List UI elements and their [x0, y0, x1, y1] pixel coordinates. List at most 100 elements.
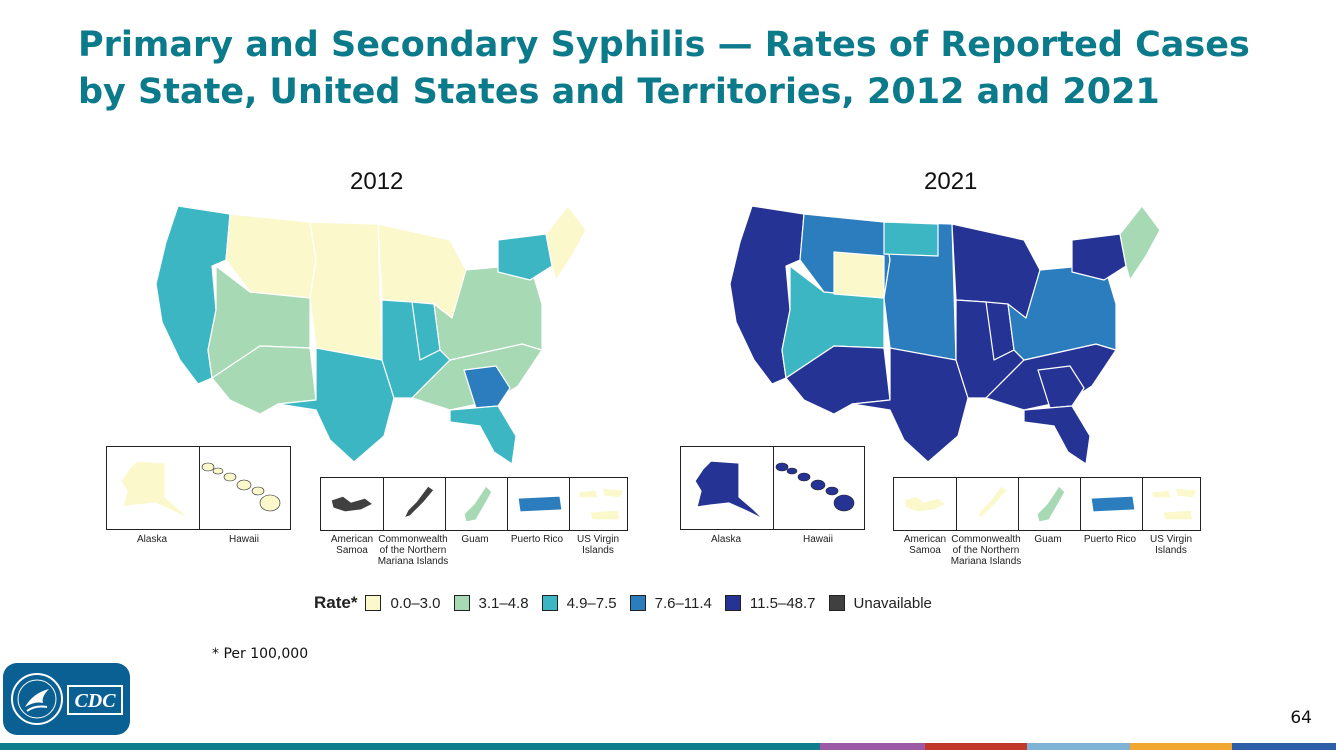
hawaii-island — [201, 462, 215, 472]
puerto-rico-shape — [1090, 495, 1136, 513]
caption-guam: Guam — [461, 534, 489, 545]
legend-label: 0.0–3.0 — [390, 594, 441, 612]
cnmi-shape — [403, 485, 435, 519]
legend-label: Unavailable — [853, 594, 932, 612]
hawaii-island — [212, 467, 224, 475]
footnote: * Per 100,000 — [212, 646, 309, 662]
caption-puerto-rico: Puerto Rico — [1083, 534, 1137, 545]
hawaii-shape — [201, 462, 281, 512]
alaska-hawaii-inset-2012 — [106, 446, 291, 530]
region-plains — [309, 221, 383, 361]
hawaii-island — [259, 494, 281, 512]
american-samoa-shape — [903, 495, 947, 513]
american-samoa-islands — [330, 495, 374, 513]
guam-island — [1036, 485, 1066, 523]
legend-item: 4.9–7.5 — [541, 594, 617, 612]
cnmi-shape — [976, 485, 1008, 519]
guam-shape — [463, 485, 493, 523]
region-georgia — [463, 365, 511, 409]
bar-segment — [925, 743, 1027, 750]
caption-hawaii: Hawaii — [802, 534, 833, 545]
caption-alaska: Alaska — [710, 534, 741, 545]
american-samoa-islands — [903, 495, 947, 513]
us-map-2021 — [729, 205, 1161, 465]
bar-segment — [0, 743, 820, 750]
caption-american-samoa: American Samoa — [903, 534, 947, 556]
puerto-rico-island — [1090, 495, 1136, 513]
caption-cnmi: Commonwealth of the Northern Mariana Isl… — [950, 534, 1022, 567]
hawaii-island — [797, 472, 811, 482]
page-number: 64 — [1290, 708, 1312, 728]
legend-swatch — [541, 595, 558, 611]
alaska-state — [120, 460, 190, 520]
hawaii-shape — [775, 462, 855, 512]
legend-title: Rate* — [314, 593, 358, 612]
cnmi-islands — [976, 485, 1008, 519]
hawaii-island — [833, 494, 855, 512]
alaska-hawaii-inset-2021 — [680, 446, 865, 530]
legend-item: 11.5–48.7 — [724, 594, 816, 612]
region-florida — [449, 405, 517, 465]
hawaii-island — [251, 486, 265, 496]
alaska-shape — [120, 460, 190, 520]
territories-inset-2012 — [320, 477, 628, 531]
cdc-logo: CDC — [3, 663, 130, 735]
hawaii-island — [775, 462, 789, 472]
usvi-shape — [577, 487, 625, 521]
cnmi-islands — [403, 485, 435, 519]
hawaii-island — [786, 467, 798, 475]
alaska-state — [694, 460, 764, 520]
region-north-dakota — [883, 221, 939, 257]
map-year-2012: 2012 — [350, 168, 404, 195]
usvi-islands — [1150, 487, 1198, 521]
hawaii-island — [825, 486, 839, 496]
legend-item: 7.6–11.4 — [629, 594, 712, 612]
puerto-rico-island — [517, 495, 563, 513]
cdc-logo-text: CDC — [74, 690, 116, 712]
region-florida — [1023, 405, 1091, 465]
legend-swatch — [828, 595, 845, 611]
american-samoa-shape — [330, 495, 374, 513]
territories-inset-2021 — [893, 477, 1201, 531]
legend-item: Unavailable — [828, 594, 932, 612]
caption-american-samoa: American Samoa — [330, 534, 374, 556]
legend-item: 0.0–3.0 — [365, 594, 441, 612]
bar-segment — [820, 743, 925, 750]
bar-segment — [1027, 743, 1130, 750]
region-new-york — [497, 233, 553, 281]
caption-usvi: US Virgin Islands — [576, 534, 620, 556]
caption-alaska: Alaska — [136, 534, 167, 545]
legend-label: 4.9–7.5 — [566, 594, 617, 612]
alaska-shape — [694, 460, 764, 520]
legend: Rate* 0.0–3.0 3.1–4.8 4.9–7.5 7.6–11.4 1… — [314, 592, 945, 614]
puerto-rico-shape — [517, 495, 563, 513]
us-map-2012 — [155, 205, 587, 465]
usvi-islands — [577, 487, 625, 521]
bar-segment — [1130, 743, 1232, 750]
caption-guam: Guam — [1034, 534, 1062, 545]
bar-segment — [1232, 743, 1336, 750]
caption-puerto-rico: Puerto Rico — [510, 534, 564, 545]
region-new-england — [1119, 205, 1161, 281]
guam-shape — [1036, 485, 1066, 523]
legend-item: 3.1–4.8 — [453, 594, 529, 612]
legend-swatch — [724, 595, 741, 611]
legend-swatch — [629, 595, 646, 611]
caption-cnmi: Commonwealth of the Northern Mariana Isl… — [377, 534, 449, 567]
hhs-eagle-icon — [11, 673, 63, 725]
hawaii-island — [810, 479, 826, 491]
region-wyoming — [833, 251, 885, 299]
region-new-york — [1071, 233, 1127, 281]
hawaii-island — [223, 472, 237, 482]
caption-usvi: US Virgin Islands — [1149, 534, 1193, 556]
legend-label: 3.1–4.8 — [478, 594, 529, 612]
bottom-color-bar — [0, 743, 1336, 750]
map-year-2021: 2021 — [924, 168, 978, 195]
hawaii-island — [236, 479, 252, 491]
legend-label: 11.5–48.7 — [749, 594, 816, 612]
legend-label: 7.6–11.4 — [654, 594, 712, 612]
caption-hawaii: Hawaii — [228, 534, 259, 545]
legend-swatch — [365, 595, 382, 611]
legend-swatch — [453, 595, 470, 611]
region-georgia — [1037, 365, 1085, 409]
